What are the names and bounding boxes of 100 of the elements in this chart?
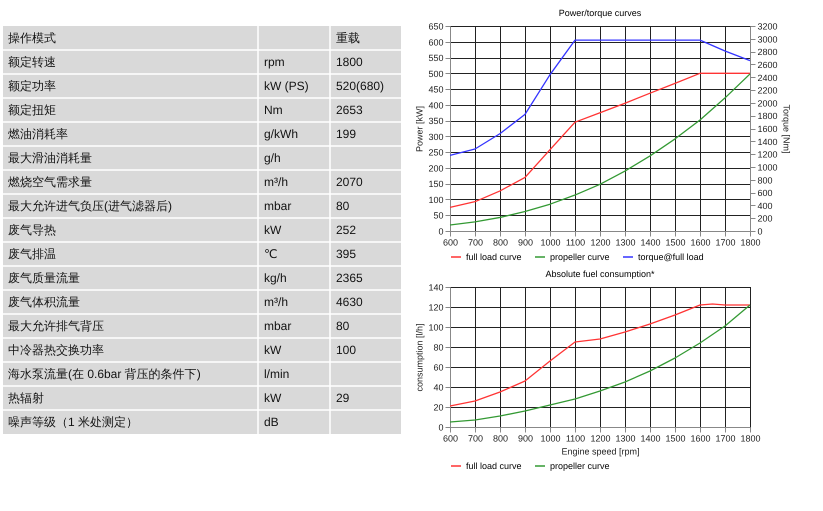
text: 最大允许进气负压(进气滤器后) (8, 199, 172, 213)
text: 燃烧空气需求量 (8, 175, 92, 189)
text: 29 (336, 391, 350, 405)
y-tick-label: 400 (428, 100, 444, 110)
text: 520(680) (336, 79, 384, 93)
text: mbar (264, 319, 292, 333)
text: rpm (264, 55, 285, 69)
legend-label: full load curve (466, 252, 522, 262)
y2-axis-title: Torque [Nm] (782, 104, 792, 154)
x-tick-label: 1600 (690, 238, 711, 248)
legend-label: propeller curve (550, 461, 610, 471)
y-tick-label: 120 (428, 302, 444, 312)
y2-tick-label: 3200 (758, 22, 778, 32)
text: 395 (336, 247, 356, 261)
text: g/kWh (264, 127, 298, 141)
y2-tick-label: 2000 (758, 98, 778, 108)
legend-label: propeller curve (550, 252, 610, 262)
text: 噪声等级（1 米处测定） (8, 415, 138, 429)
x-tick-label: 1400 (640, 434, 661, 444)
y2-tick-label: 2200 (758, 86, 778, 96)
y2-tick-label: 2600 (758, 60, 778, 70)
y2-tick-label: 2400 (758, 72, 778, 83)
y2-tick-label: 400 (758, 200, 773, 211)
y-axis-title: Power [kW] (414, 106, 424, 152)
y2-tick-label: 1800 (758, 111, 778, 122)
text: 废气体积流量 (8, 295, 80, 309)
text: 额定转速 (8, 55, 56, 69)
text: 废气质量流量 (8, 271, 80, 285)
x-tick-label: 1700 (715, 434, 736, 444)
y-tick-label: 80 (433, 342, 444, 352)
y2-tick-label: 2800 (758, 47, 778, 58)
text: kW (264, 343, 282, 357)
y2-tick-label: 1400 (758, 136, 778, 147)
text: 199 (336, 127, 356, 141)
x-tick-label: 1100 (566, 434, 586, 444)
chart-title: Power/torque curves (558, 8, 642, 18)
y2-tick-label: 1200 (758, 150, 778, 160)
y-tick-label: 650 (428, 22, 444, 32)
y-tick-label: 60 (433, 362, 444, 372)
y-tick-label: 150 (428, 179, 444, 190)
y-tick-label: 350 (428, 116, 444, 126)
text: 海水泵流量(在 0.6bar 背压的条件下) (8, 367, 201, 381)
x-tick-label: 900 (518, 434, 534, 444)
text: kW (264, 223, 282, 237)
y2-tick-label: 1600 (758, 124, 778, 134)
text: kW (PS) (264, 79, 309, 93)
y-tick-label: 40 (433, 382, 444, 392)
x-tick-label: 1100 (566, 238, 586, 248)
x-tick-label: 1500 (665, 238, 686, 248)
text: 252 (336, 223, 356, 237)
x-tick-label: 1000 (540, 434, 561, 444)
y2-tick-label: 1000 (758, 162, 778, 172)
x-tick-label: 1400 (640, 238, 661, 248)
text: 2653 (336, 103, 363, 117)
x-tick-label: 1000 (540, 238, 561, 248)
x-axis-title: Engine speed [rpm] (561, 446, 640, 456)
x-tick-label: 1700 (715, 238, 736, 248)
text: m³/h (264, 175, 288, 189)
text: dB (264, 415, 279, 429)
y-tick-label: 0 (438, 226, 444, 236)
text: l/min (264, 367, 290, 381)
text: Nm (264, 103, 283, 117)
x-tick-label: 800 (492, 238, 508, 248)
text: 80 (336, 199, 350, 213)
text: 废气导热 (8, 223, 56, 237)
y-tick-label: 250 (428, 148, 444, 158)
y2-tick-label: 0 (758, 226, 763, 236)
x-tick-label: 1300 (615, 434, 636, 444)
x-tick-label: 700 (468, 434, 484, 444)
text: 2070 (336, 175, 363, 189)
x-tick-label: 1800 (740, 434, 761, 444)
y-tick-label: 200 (428, 163, 444, 174)
text: 燃油消耗率 (8, 127, 68, 141)
x-tick-label: 700 (468, 238, 484, 248)
line-series (449, 39, 751, 156)
x-tick-label: 1500 (665, 434, 686, 444)
text: 热辐射 (8, 391, 44, 405)
x-tick-label: 900 (518, 238, 534, 248)
legend-label: full load curve (466, 461, 522, 471)
x-tick-label: 1600 (690, 434, 711, 444)
x-tick-label: 1300 (615, 238, 636, 248)
y2-tick-label: 600 (758, 188, 773, 198)
text: g/h (264, 151, 281, 165)
text: 额定扭矩 (8, 103, 56, 117)
y-tick-label: 140 (428, 282, 444, 292)
y-tick-label: 550 (428, 53, 444, 64)
y2-tick-label: 200 (758, 214, 773, 224)
y-tick-label: 600 (428, 37, 444, 48)
text: 重载 (336, 31, 360, 45)
y-tick-label: 50 (433, 210, 444, 221)
text: 废气排温 (8, 247, 56, 261)
x-tick-label: 1800 (740, 238, 761, 248)
text: ℃ (264, 247, 278, 261)
y2-tick-label: 800 (758, 175, 773, 186)
y-tick-label: 450 (428, 84, 444, 95)
text: 中冷器热交换功率 (8, 343, 104, 357)
text: m³/h (264, 295, 288, 309)
y-tick-label: 300 (428, 132, 444, 142)
text: 80 (336, 319, 350, 333)
x-tick-label: 1200 (590, 434, 611, 444)
